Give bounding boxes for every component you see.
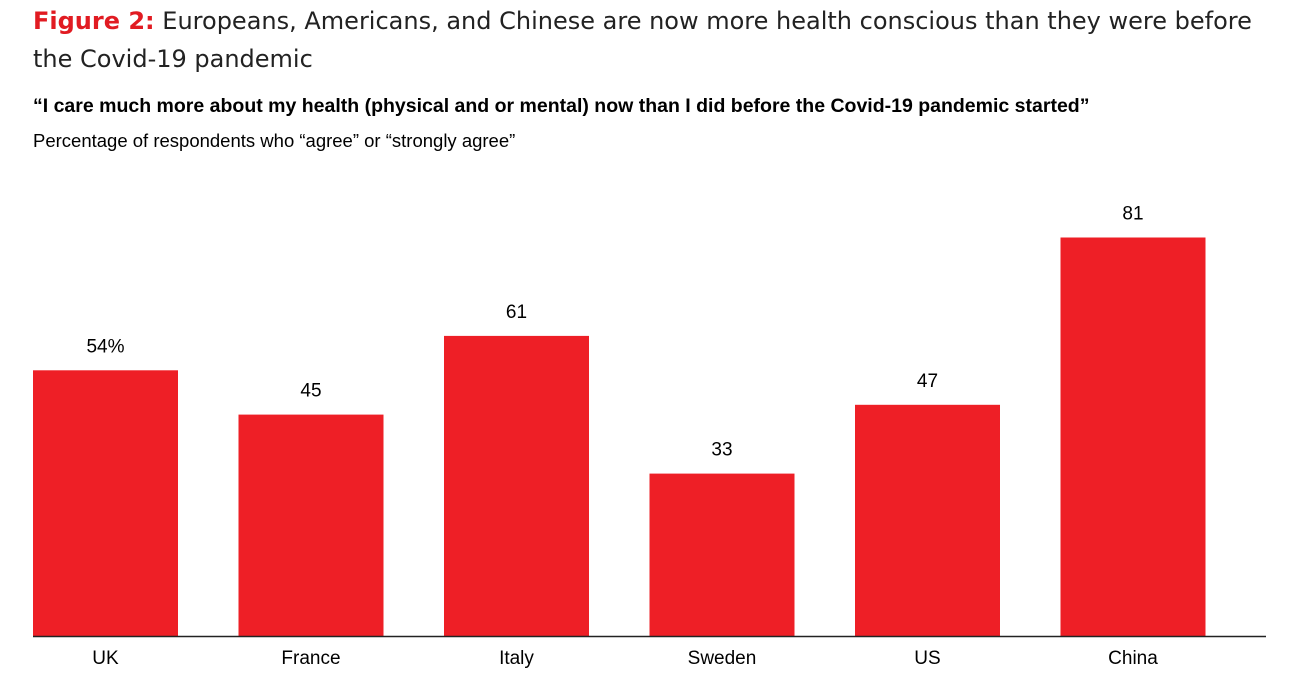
figure-title: Figure 2: Europeans, Americans, and Chin… <box>33 2 1273 78</box>
bar-china <box>1060 237 1206 636</box>
category-label-us: US <box>914 648 940 669</box>
category-label-sweden: Sweden <box>688 648 757 669</box>
value-label-sweden: 33 <box>711 440 732 461</box>
bar-italy <box>444 335 589 636</box>
category-label-china: China <box>1108 648 1158 669</box>
category-label-france: France <box>281 648 340 669</box>
bar-uk <box>33 370 178 636</box>
bar-france <box>238 414 384 636</box>
category-label-uk: UK <box>92 648 119 669</box>
figure-label: Figure 2: <box>33 7 155 35</box>
bar-us <box>855 404 1000 636</box>
chart-subtitle: “I care much more about my health (physi… <box>33 95 1090 117</box>
category-label-italy: Italy <box>499 648 534 669</box>
chart-note: Percentage of respondents who “agree” or… <box>33 130 516 151</box>
value-label-uk: 54% <box>86 336 124 357</box>
bar-sweden <box>649 473 795 636</box>
figure-title-text: Europeans, Americans, and Chinese are no… <box>33 7 1252 73</box>
value-label-france: 45 <box>300 381 321 402</box>
value-label-us: 47 <box>917 371 938 392</box>
value-label-italy: 61 <box>506 302 527 323</box>
value-label-china: 81 <box>1122 204 1143 225</box>
